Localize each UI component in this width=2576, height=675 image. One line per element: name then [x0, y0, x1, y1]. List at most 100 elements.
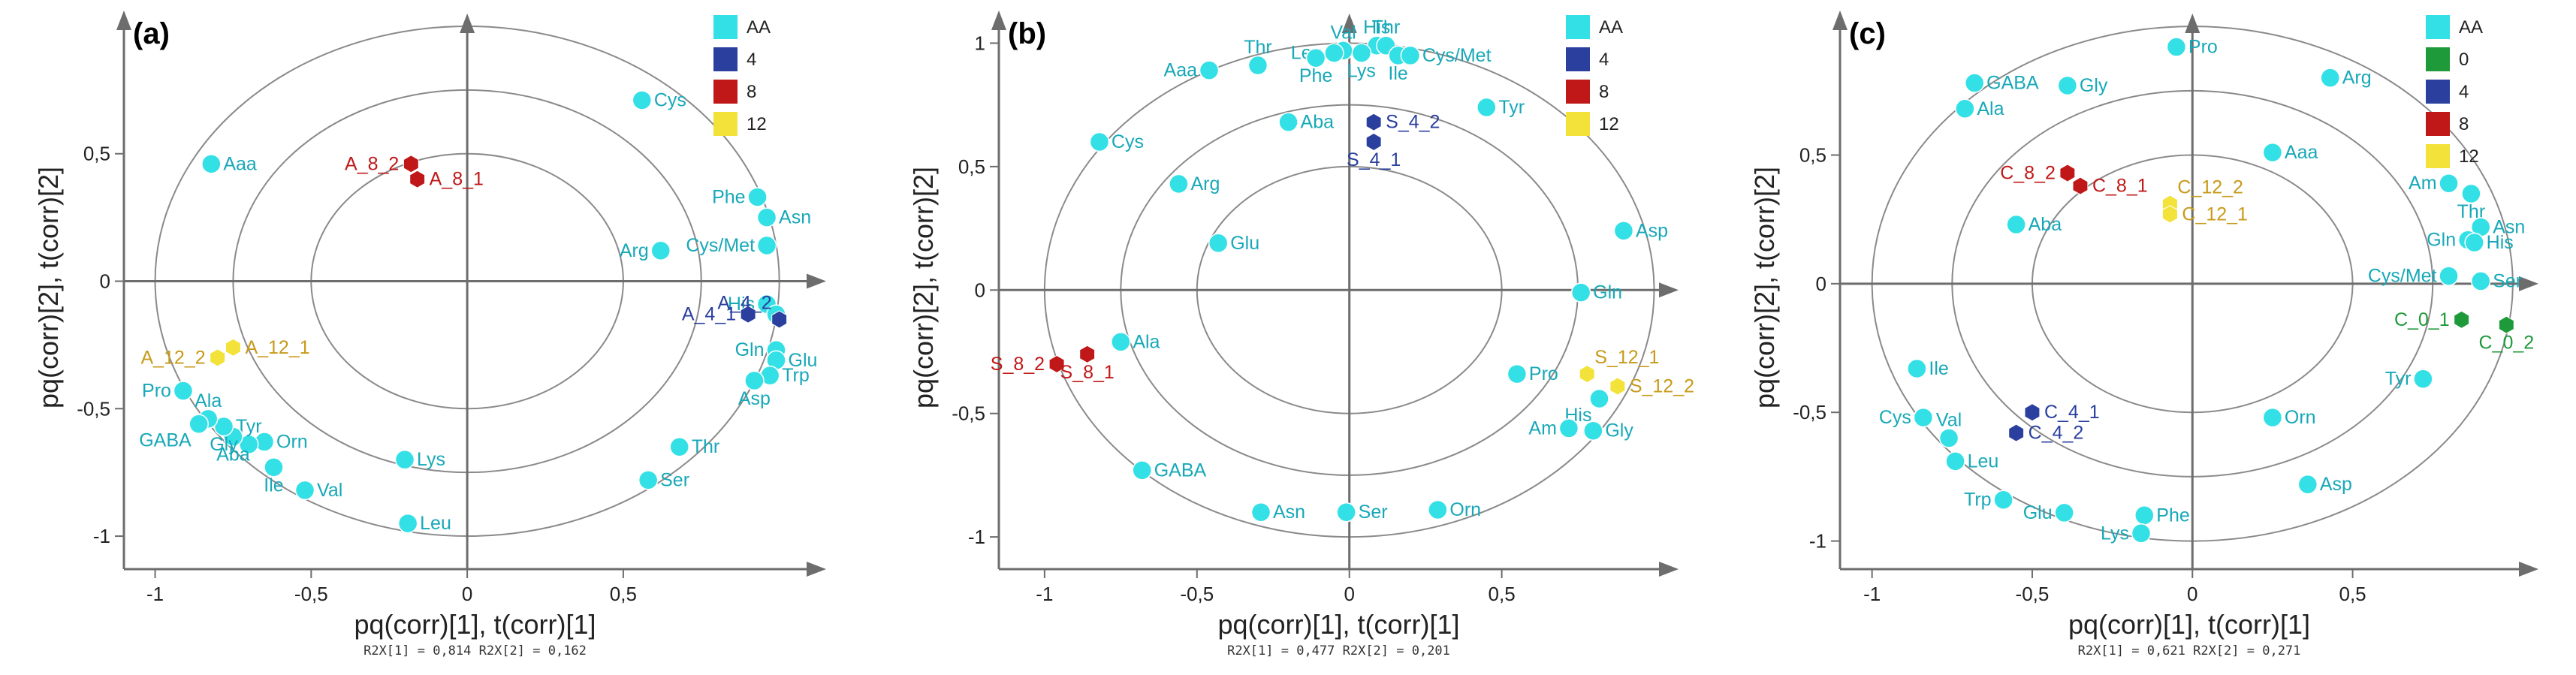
x-tick-label: 0,5 — [1489, 583, 1516, 605]
x-tick-label: -1 — [1863, 583, 1881, 605]
data-point — [1336, 502, 1356, 523]
x-tick-label: -0,5 — [2016, 583, 2050, 605]
legend-swatch — [713, 47, 738, 71]
data-point — [409, 170, 426, 188]
data-point — [1278, 112, 1299, 132]
x-tick-label: -1 — [146, 583, 164, 605]
data-point-label: A_12_2 — [140, 347, 205, 368]
data-point-label: C_0_2 — [2479, 333, 2535, 354]
data-point-label: Cys — [1112, 131, 1144, 152]
data-point-label: GABA — [1154, 460, 1207, 481]
data-point-label: Pro — [2188, 37, 2218, 58]
data-point-label: A_8_1 — [430, 169, 484, 190]
data-point-label: Ser — [660, 469, 689, 490]
data-point-label: Aaa — [2285, 142, 2318, 163]
data-point — [1913, 407, 1934, 428]
data-point — [1613, 221, 1634, 241]
data-point-label: C_12_1 — [2182, 203, 2248, 224]
data-point-label: Aaa — [223, 153, 257, 174]
y-axis-arrow — [2185, 14, 2200, 33]
data-point — [2262, 407, 2283, 428]
x-axis-arrow — [2519, 276, 2538, 291]
data-point — [771, 310, 788, 329]
data-point-label: Ile — [264, 475, 283, 496]
panel-c: -1 -0,5 0,5 0 -1 -0,5 0,5 0 pq(corr)[1], t(corr)… — [1749, 11, 2538, 658]
data-point-label: Leu — [420, 513, 451, 534]
data-point-label: A_12_1 — [245, 337, 309, 358]
y-tick-label: 0,5 — [1799, 143, 1826, 166]
data-point — [1964, 73, 1985, 93]
y-tick-label: -0,5 — [952, 402, 985, 425]
data-point-label: S_8_2 — [991, 354, 1045, 375]
panel-letter: (b) — [1008, 17, 1046, 50]
data-point — [1351, 43, 1372, 63]
legend-label: AA — [1599, 17, 1623, 38]
legend-swatch — [1566, 15, 1590, 39]
data-point — [2454, 310, 2470, 329]
x-axis-title: pq(corr)[1], t(corr)[1] — [354, 609, 596, 640]
data-point — [1579, 365, 1595, 384]
data-point — [2006, 214, 2026, 235]
data-point-label: Arg — [620, 240, 649, 261]
data-point-label: Aba — [1301, 112, 1335, 133]
data-point — [2413, 369, 2433, 389]
data-point — [2297, 474, 2318, 495]
data-point-label: S_8_1 — [1060, 362, 1115, 383]
data-point-label: Asp — [1636, 220, 1668, 241]
y-tick-label: -0,5 — [77, 397, 110, 420]
r2x-summary: R2X[1] = 0,814 R2X[2] = 0,162 — [363, 643, 587, 658]
data-point — [1589, 388, 1609, 409]
x-tick-label: -0,5 — [1180, 583, 1214, 605]
legend-label: AA — [747, 17, 771, 38]
data-point-label: Asn — [2493, 216, 2525, 237]
data-point-label: Phe — [712, 186, 745, 207]
y-axis-arrow — [1341, 14, 1357, 33]
y-axis-title: pq(corr)[2], t(corr)[2] — [1749, 167, 1780, 408]
data-point-label: Lys — [1347, 61, 1376, 82]
data-point-label: Val — [1330, 22, 1356, 43]
data-point — [1558, 418, 1579, 438]
data-point — [1365, 113, 1382, 131]
data-point-label: Ala — [195, 390, 222, 411]
y-tick-label: -1 — [1809, 530, 1826, 553]
data-point — [650, 240, 671, 261]
legend-label: 12 — [1599, 114, 1619, 134]
data-point — [2131, 523, 2152, 544]
legend-swatch — [713, 80, 738, 104]
y-axis-title: pq(corr)[2], t(corr)[2] — [908, 167, 939, 408]
legend-swatch — [1566, 112, 1590, 136]
data-point-label: Tyr — [2385, 369, 2412, 390]
data-point-label: Glu — [2023, 502, 2053, 523]
data-point-label: Ile — [1929, 358, 1948, 379]
data-point — [1955, 98, 1975, 119]
data-point — [2320, 68, 2340, 88]
data-point-label: Val — [1936, 409, 1962, 430]
data-point — [2166, 37, 2187, 57]
data-point-label: C_8_1 — [2092, 176, 2148, 197]
r2x-summary: R2X[1] = 0,477 R2X[2] = 0,201 — [1227, 643, 1450, 658]
data-point — [669, 436, 689, 457]
data-point-label: C_0_1 — [2394, 309, 2450, 330]
data-point-label: His — [1363, 17, 1390, 38]
data-point — [1132, 460, 1152, 481]
data-point-label: GABA — [139, 430, 192, 451]
data-point — [756, 235, 777, 256]
data-point — [1111, 332, 1131, 352]
data-point-label: C_4_2 — [2029, 423, 2084, 444]
data-point — [1305, 47, 1326, 68]
data-point — [747, 187, 768, 207]
legend-swatch — [713, 112, 738, 136]
data-point — [225, 338, 241, 357]
data-point-label: A_4_2 — [717, 292, 771, 313]
y-tick-label: -1 — [968, 526, 985, 548]
data-point — [1208, 233, 1229, 254]
data-point — [1428, 499, 1448, 520]
data-point-label: Glu — [789, 350, 818, 371]
data-point — [2262, 142, 2283, 163]
data-point-label: Arg — [2342, 68, 2372, 89]
data-point — [403, 155, 419, 173]
data-point — [201, 154, 222, 174]
legend-swatch — [1566, 47, 1590, 71]
y-frame-arrow — [1832, 11, 1848, 30]
legend-label: 8 — [1599, 82, 1609, 102]
